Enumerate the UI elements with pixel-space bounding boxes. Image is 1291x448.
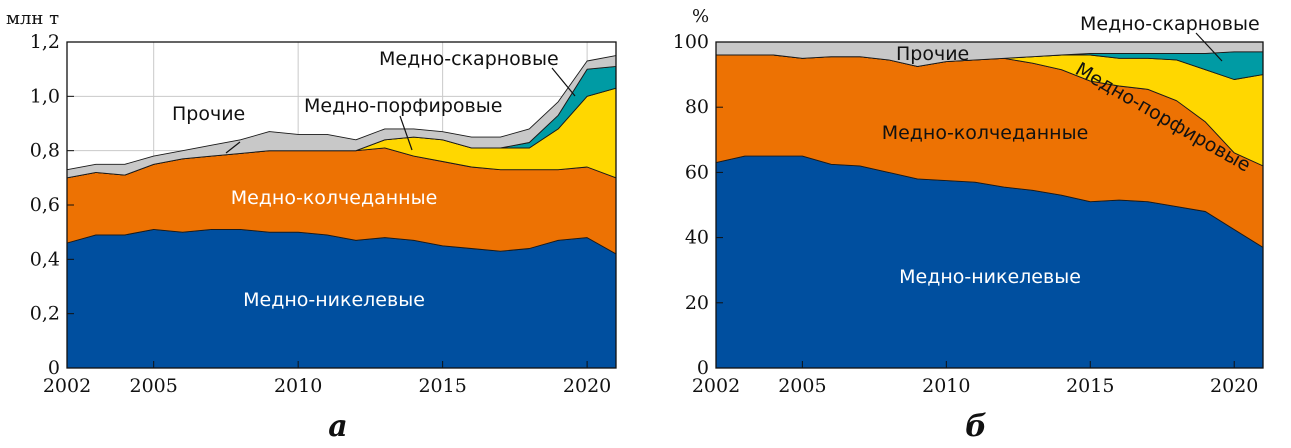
y-tick-label: 20	[685, 292, 709, 314]
x-tick-label: 2015	[1066, 375, 1114, 397]
label-skarn-a: Медно-скарновые	[379, 48, 559, 70]
leader-line-skarn-a	[551, 67, 576, 97]
plot-frame	[715, 41, 1264, 369]
y-tick-label: 0,6	[30, 194, 60, 216]
y-tick-label: 1,0	[30, 85, 60, 107]
leader-line-skarn-b	[1195, 32, 1223, 62]
leader-line-porphyry-a	[399, 115, 413, 151]
label-skarn-b: Медно-скарновые	[1080, 13, 1260, 35]
x-tick-label: 2020	[563, 375, 611, 397]
label-ni-b: Медно-никелевые	[899, 266, 1081, 288]
x-tick-label: 2010	[274, 375, 322, 397]
x-tick-label: 2002	[692, 375, 740, 397]
y-tick-label: 0	[697, 357, 709, 379]
y-tick-label: 80	[685, 96, 709, 118]
y-axis-unit-b: %	[692, 6, 709, 27]
y-tick-label: 40	[685, 227, 709, 249]
x-tick-label: 2015	[418, 375, 466, 397]
y-tick-label: 0,4	[30, 248, 60, 270]
x-tick-label: 2005	[778, 375, 826, 397]
panel-letter-b: б	[965, 409, 987, 444]
x-tick-label: 2005	[130, 375, 178, 397]
y-tick-label: 100	[673, 31, 709, 53]
plot-frame	[66, 41, 617, 369]
chart-panel-b: 0 20 40 60 80 100 2002 2005 2010 2015 2020 % Прочи…	[673, 6, 1264, 444]
label-porphyry-a: Медно-порфировые	[304, 95, 502, 117]
y-axis-unit-a: млн т	[6, 8, 59, 29]
x-tick-label: 2010	[922, 375, 970, 397]
label-other-a: Прочие	[172, 103, 245, 125]
y-tick-label: 0,2	[30, 303, 60, 325]
x-tick-label: 2002	[43, 375, 91, 397]
label-vms-b: Медно-колчеданные	[882, 122, 1089, 144]
label-other-b: Прочие	[896, 43, 969, 65]
x-tick-label: 2020	[1210, 375, 1258, 397]
y-tick-label: 60	[685, 161, 709, 183]
y-tick-label: 0,8	[30, 140, 60, 162]
label-ni-a: Медно-никелевые	[243, 289, 425, 311]
panel-letter-a: а	[328, 409, 347, 444]
y-tick-label: 0	[48, 357, 60, 379]
y-tick-label: 1,2	[30, 31, 60, 53]
leader-line-other-a	[225, 141, 241, 154]
label-vms-a: Медно-колчеданные	[231, 187, 438, 209]
